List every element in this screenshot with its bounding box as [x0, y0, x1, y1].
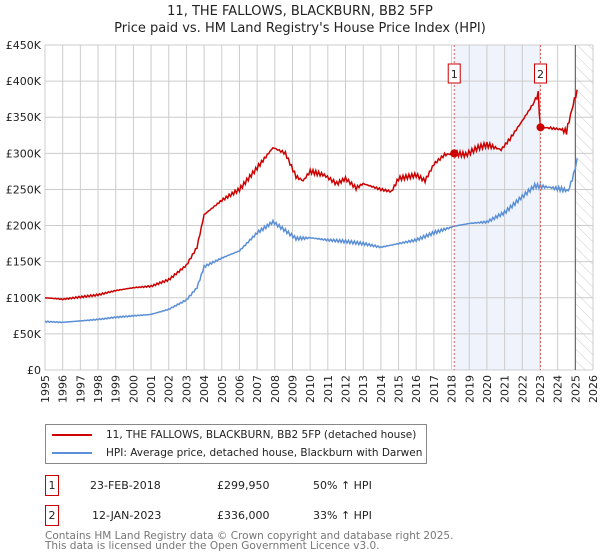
forecast-hatch	[575, 45, 593, 370]
x-tick-label: 2023	[534, 375, 547, 403]
sale-label: 2	[537, 68, 544, 81]
x-tick-label: 2016	[410, 375, 423, 403]
sale-label-box	[447, 63, 461, 84]
sale-date: 12-JAN-2023	[92, 509, 162, 522]
y-tick-label: £250K	[6, 183, 42, 196]
y-tick-label: £300K	[6, 147, 42, 160]
x-tick-label: 2006	[233, 375, 246, 403]
chart-title: 11, THE FALLOWS, BLACKBURN, BB2 5FP	[167, 4, 433, 19]
y-tick-label: £0	[27, 364, 41, 377]
x-tick-label: 1997	[74, 375, 87, 403]
x-tick-label: 1995	[39, 375, 52, 403]
x-tick-label: 1999	[110, 375, 123, 403]
x-tick-label: 2022	[516, 375, 529, 403]
sale-period-shade	[454, 45, 541, 370]
sale-hpi: 33% ↑ HPI	[313, 509, 372, 522]
x-tick-label: 2026	[587, 375, 600, 403]
x-tick-label: 1998	[92, 375, 105, 403]
sale-point	[536, 123, 545, 132]
property-price-line	[44, 89, 578, 301]
x-tick-label: 2003	[180, 375, 193, 403]
legend-red-swatch	[52, 434, 92, 436]
x-tick-label: 2007	[251, 375, 264, 403]
x-tick-label: 2005	[216, 375, 229, 403]
x-tick-label: 2014	[375, 375, 388, 403]
sale-label: 1	[451, 68, 458, 81]
x-tick-label: 1996	[57, 375, 70, 403]
x-tick-label: 2021	[499, 375, 512, 403]
sale-badge: 2	[45, 505, 59, 526]
legend-blue-swatch	[52, 452, 92, 454]
x-tick-label: 2019	[463, 375, 476, 403]
x-tick-label: 2024	[552, 375, 565, 403]
footer-line-1: Contains HM Land Registry data © Crown c…	[45, 530, 454, 542]
sale-badge: 1	[45, 475, 59, 496]
hpi-line	[44, 158, 578, 324]
x-tick-label: 2025	[569, 375, 582, 403]
y-tick-label: £50K	[13, 328, 42, 341]
x-tick-label: 2010	[304, 375, 317, 403]
sale-price: £336,000	[217, 509, 270, 522]
x-tick-label: 2008	[269, 375, 282, 403]
chart-subtitle: Price paid vs. HM Land Registry's House …	[114, 21, 486, 36]
footer-line-2: This data is licensed under the Open Gov…	[45, 540, 380, 552]
sale-label-box	[533, 63, 547, 84]
x-tick-label: 2009	[286, 375, 299, 403]
sale-point	[450, 149, 459, 158]
x-tick-label: 2000	[127, 375, 140, 403]
sale-price: £299,950	[217, 479, 270, 492]
sale-hpi: 50% ↑ HPI	[313, 479, 372, 492]
x-tick-label: 2001	[145, 375, 158, 403]
y-tick-label: £450K	[6, 39, 42, 52]
legend-red-label: 11, THE FALLOWS, BLACKBURN, BB2 5FP (det…	[106, 429, 417, 441]
y-tick-label: £150K	[6, 256, 42, 269]
x-tick-label: 2015	[393, 375, 406, 403]
sale-date: 23-FEB-2018	[90, 479, 161, 492]
x-tick-label: 2013	[357, 375, 370, 403]
x-tick-label: 2020	[481, 375, 494, 403]
y-tick-label: £400K	[6, 75, 42, 88]
plot-area: 1995 1996 1997 1998 1999 2000 2001 2002 2003 2004…	[6, 39, 600, 403]
y-tick-label: £100K	[6, 292, 42, 305]
footer: Contains HM Land Registry data © Crown c…	[45, 530, 454, 552]
y-tick-label: £350K	[6, 111, 42, 124]
x-tick-label: 2018	[446, 375, 459, 403]
x-tick-label: 2017	[428, 375, 441, 403]
x-tick-label: 2002	[163, 375, 176, 403]
legend-blue-label: HPI: Average price, detached house, Blac…	[106, 447, 423, 459]
legend: 11, THE FALLOWS, BLACKBURN, BB2 5FP (det…	[45, 424, 427, 464]
y-tick-label: £200K	[6, 220, 42, 233]
x-tick-label: 2012	[340, 375, 353, 403]
x-tick-label: 2004	[198, 375, 211, 403]
x-tick-label: 2011	[322, 375, 335, 403]
